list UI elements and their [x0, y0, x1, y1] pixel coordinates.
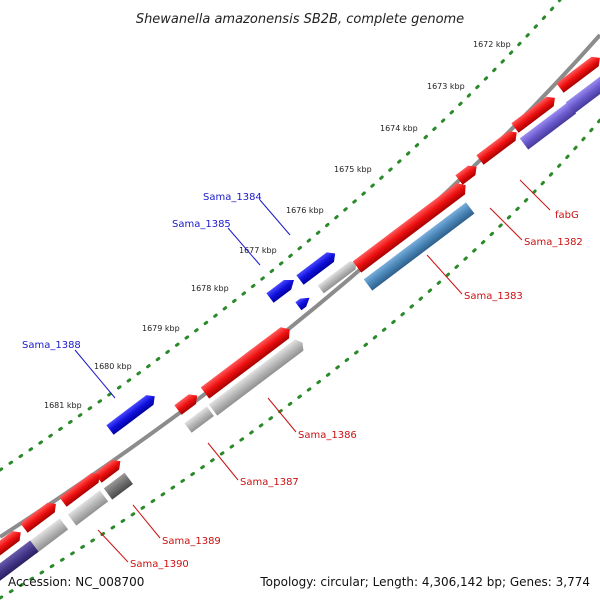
gene-red-4[interactable] [455, 162, 480, 185]
ruler-label-1679: 1679 kbp [142, 324, 180, 333]
ruler-labels: 1672 kbp 1673 kbp 1674 kbp 1675 kbp 1676… [44, 40, 511, 410]
gene-labels: Sama_1384 Sama_1385 Sama_1388 fabG Sama_… [22, 192, 583, 570]
gene-sama-1384[interactable] [317, 259, 359, 294]
gene-features [0, 53, 600, 581]
ruler-label-1677: 1677 kbp [239, 246, 277, 255]
gene-gray-1389[interactable] [67, 490, 109, 526]
label-fabg[interactable]: fabG [555, 210, 579, 221]
gene-gray-1390[interactable] [27, 518, 69, 554]
gene-red-3[interactable] [352, 180, 470, 273]
gene-red-1[interactable] [200, 324, 294, 399]
gene-red-8[interactable] [94, 456, 124, 483]
ruler-label-1680: 1680 kbp [94, 362, 132, 371]
gene-red-7[interactable] [556, 53, 600, 93]
outer-ruler-track [0, 0, 562, 472]
ruler-label-1672: 1672 kbp [473, 40, 511, 49]
gene-red-5[interactable] [476, 128, 520, 165]
ruler-label-1678: 1678 kbp [191, 284, 229, 293]
gene-red-9[interactable] [59, 470, 103, 507]
label-sama-1387[interactable]: Sama_1387 [240, 477, 299, 488]
gene-red-2[interactable] [174, 391, 200, 415]
label-sama-1389[interactable]: Sama_1389 [162, 536, 221, 547]
label-sama-1385[interactable]: Sama_1385 [172, 219, 231, 230]
gene-gray-1387[interactable] [184, 406, 214, 433]
label-sama-1388[interactable]: Sama_1388 [22, 340, 81, 351]
gene-darkgray-1389[interactable] [103, 472, 133, 500]
label-sama-1383[interactable]: Sama_1383 [464, 291, 523, 302]
gene-purple-2[interactable] [565, 72, 600, 114]
gene-red-11[interactable] [0, 528, 24, 559]
label-sama-1384[interactable]: Sama_1384 [203, 192, 262, 203]
ruler-label-1675: 1675 kbp [334, 165, 372, 174]
gene-red-6[interactable] [511, 93, 558, 133]
accession-text: Accession: NC_008700 [8, 575, 144, 589]
ruler-label-1681: 1681 kbp [44, 401, 82, 410]
gene-steel-1383[interactable] [363, 202, 475, 291]
ruler-label-1676: 1676 kbp [286, 206, 324, 215]
genome-summary-text: Topology: circular; Length: 4,306,142 bp… [259, 575, 590, 589]
leader-lines [74, 179, 551, 563]
gene-red-10[interactable] [20, 499, 59, 533]
label-sama-1382[interactable]: Sama_1382 [524, 237, 583, 248]
gene-sama-1385-blue[interactable] [266, 275, 297, 303]
gene-purple-1[interactable] [519, 102, 577, 150]
gene-sama-1388-blue[interactable] [106, 392, 158, 435]
gene-sama-1384-blue[interactable] [296, 249, 338, 285]
genome-backbone [0, 33, 600, 539]
inner-ruler-track [0, 118, 600, 600]
label-sama-1390[interactable]: Sama_1390 [130, 559, 189, 570]
ruler-label-1673: 1673 kbp [427, 82, 465, 91]
map-title: Shewanella amazonensis SB2B, complete ge… [136, 12, 464, 27]
label-sama-1386[interactable]: Sama_1386 [298, 430, 357, 441]
gene-sama-1385[interactable] [295, 294, 312, 311]
ruler-label-1674: 1674 kbp [380, 124, 418, 133]
gene-navy-1[interactable] [0, 540, 39, 581]
gene-gray-1386[interactable] [208, 337, 307, 416]
